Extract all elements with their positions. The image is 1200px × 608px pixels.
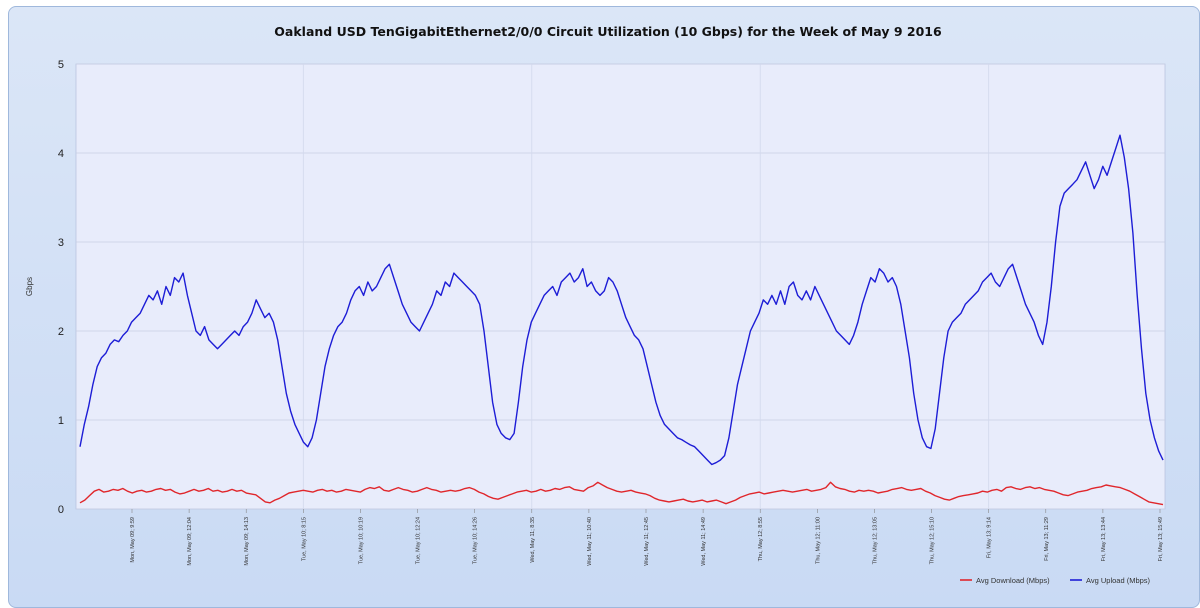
legend-label: Avg Upload (Mbps) [1086,576,1151,585]
legend: Avg Download (Mbps) Avg Upload (Mbps) [960,576,1151,585]
grid-lines [76,63,1165,510]
plot-area [75,63,1166,510]
y-tick-label: 1 [58,415,64,427]
chart-title: Oakland USD TenGigabitEthernet2/0/0 Circ… [274,24,942,39]
y-axis-label: Gbps [25,277,34,296]
x-tick-label: Thu, May 12; 11:00 [815,517,821,564]
x-tick-label: Wed, May 11; 14:49 [701,517,707,566]
x-tick-label: Thu, May 12; 8:55 [758,517,764,561]
legend-label: Avg Download (Mbps) [976,576,1050,585]
x-tick-label: Wed, May 11; 12:45 [644,517,650,566]
x-tick-label: Mon, May 09; 12:04 [187,517,193,566]
y-axis-ticks: 0 1 2 3 4 5 [58,59,64,516]
x-tick-label: Fri, May 13; 13:44 [1101,517,1107,561]
series-lines [79,134,1164,506]
series-line-download [79,481,1164,506]
x-tick-label: Tue, May 10; 12:24 [416,517,422,564]
y-tick-label: 4 [58,148,64,160]
x-tick-label: Thu, May 12; 15:10 [930,517,936,564]
y-tick-label: 0 [58,504,64,516]
x-tick-label: Fri, May 13; 11:29 [1044,517,1050,561]
x-tick-label: Wed, May 11; 10:40 [587,517,593,566]
x-tick-label: Thu, May 12; 13:05 [872,517,878,564]
y-tick-label: 3 [58,237,64,249]
x-tick-label: Fri, May 13; 9:14 [987,517,993,558]
x-tick-label: Mon, May 09; 9:59 [130,517,136,563]
y-tick-label: 5 [58,59,64,71]
x-tick-label: Tue, May 10; 10:19 [358,517,364,564]
x-tick-label: Mon, May 09; 14:13 [244,517,250,566]
y-tick-label: 2 [58,326,64,338]
x-tick-label: Tue, May 10; 8:15 [301,517,307,561]
x-tick-label: Fri, May 13; 15:49 [1158,517,1164,561]
x-axis-ticks: Mon, May 09; 9:59 Mon, May 09; 12:04 Mon, … [130,509,1164,566]
x-tick-label: Wed, May 11; 8:35 [530,517,536,563]
x-tick-label: Tue, May 10; 14:26 [473,517,479,564]
series-line-upload [79,134,1164,466]
